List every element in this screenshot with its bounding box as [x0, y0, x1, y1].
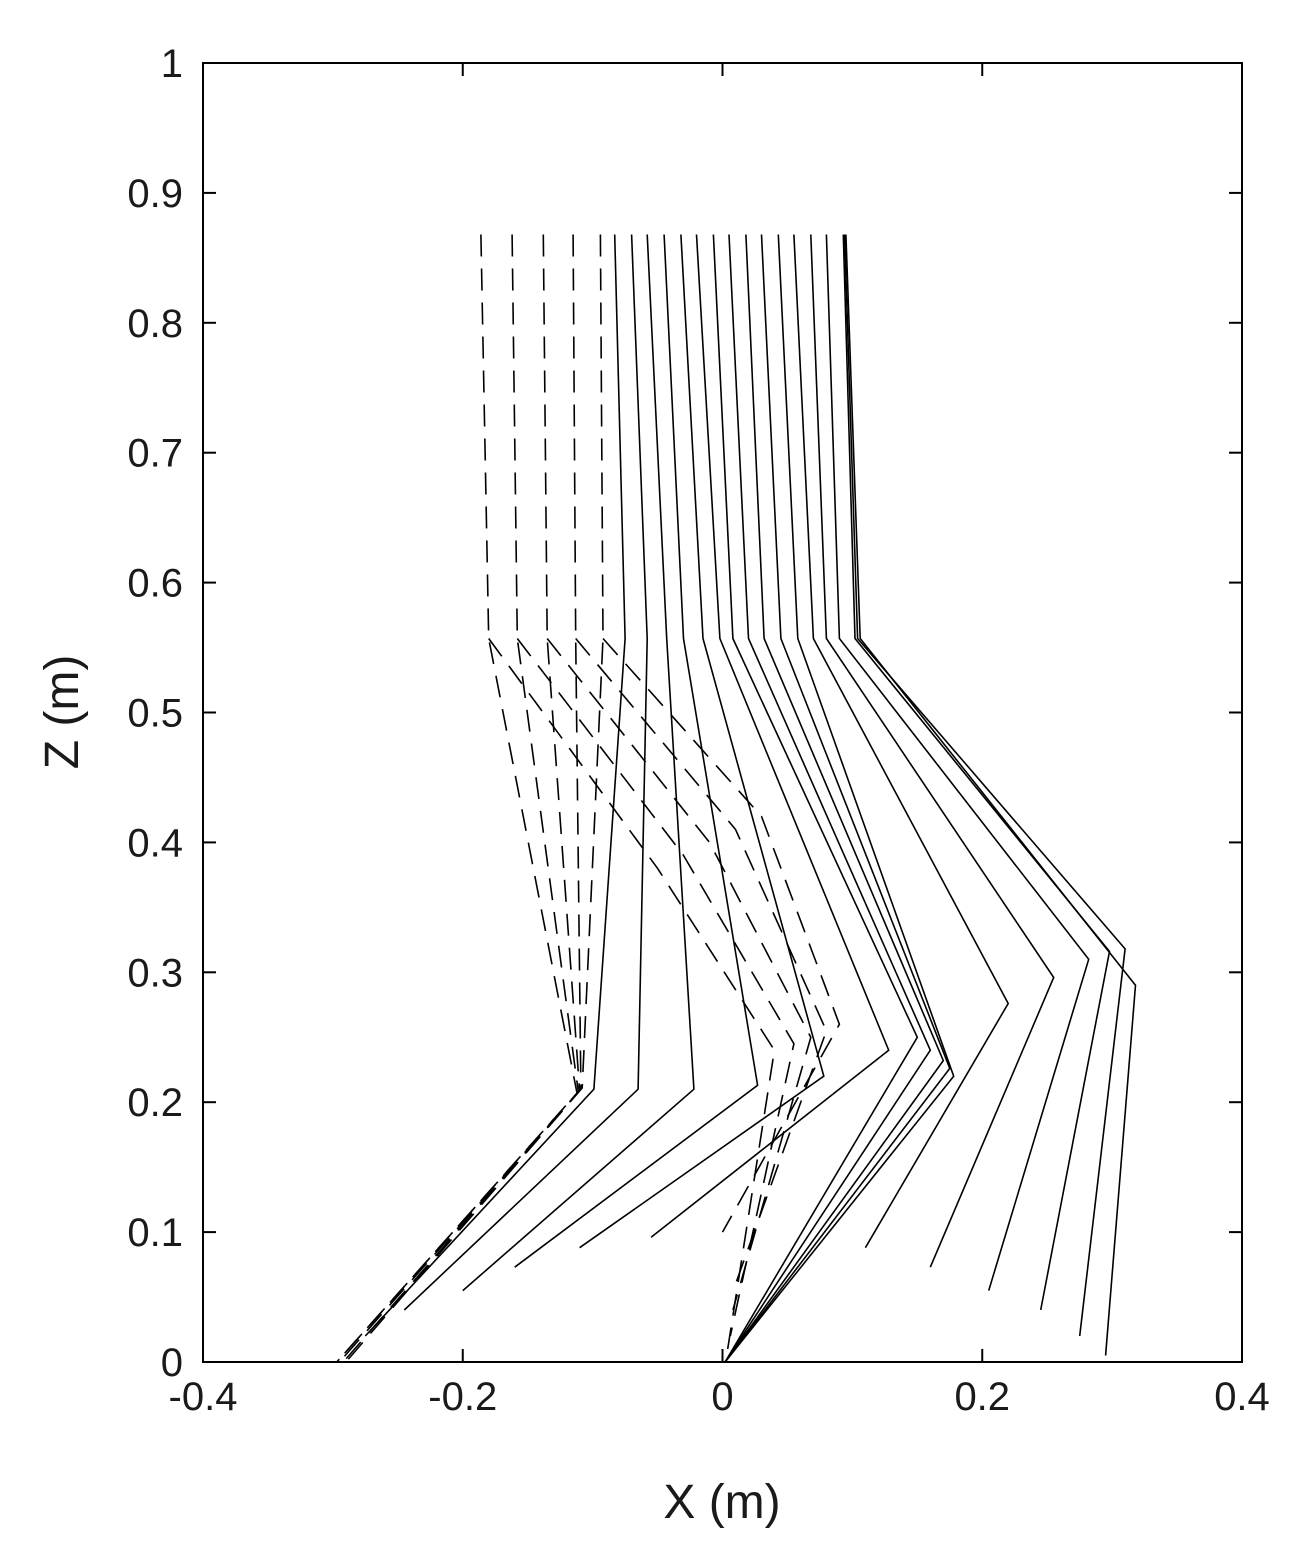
series-line-22	[793, 234, 1010, 1249]
y-tick-label: 1	[161, 42, 183, 86]
y-tick-label: 0.8	[127, 302, 183, 346]
x-tick-label: -0.4	[169, 1375, 238, 1419]
series-line-4	[342, 234, 582, 1363]
series-line-10	[602, 637, 841, 1233]
series-line-20	[724, 234, 951, 1363]
series-line-14	[514, 234, 759, 1268]
y-tick-label: 0.7	[127, 432, 183, 476]
series-line-6	[488, 638, 776, 1350]
series-line-24	[825, 234, 1090, 1291]
y-tick-label: 0.3	[127, 951, 183, 995]
series-line-12	[403, 234, 649, 1311]
series-line-27	[845, 234, 1137, 1356]
series-line-17	[712, 234, 919, 1363]
ticks-layer: -0.4 -0.2 0 0.2 0.4 0 0.1 0.2 0.3 0.4 0.5 0.6 0.7 0.8…	[127, 42, 1269, 1419]
x-tick-label: 0	[711, 1375, 733, 1419]
x-tick-label: 0.2	[954, 1375, 1010, 1419]
series-line-5	[345, 234, 604, 1363]
series-line-15	[579, 234, 825, 1249]
y-tick-label: 0.6	[127, 562, 183, 606]
x-axis-label: X (m)	[663, 1476, 780, 1529]
series-line-11	[364, 234, 626, 1337]
series-line-7	[516, 638, 795, 1337]
series-line-2	[336, 234, 580, 1363]
series-line-26	[843, 234, 1126, 1337]
y-tick-label: 0.9	[127, 172, 183, 216]
y-tick-label: 0	[161, 1341, 183, 1385]
y-axis-label: Z (m)	[36, 655, 89, 770]
series-line-25	[842, 234, 1111, 1311]
y-tick-label: 0.1	[127, 1211, 183, 1255]
series-layer	[336, 234, 1137, 1363]
series-line-23	[810, 234, 1055, 1268]
y-tick-label: 0.4	[127, 821, 183, 865]
series-line-21	[724, 234, 955, 1363]
x-tick-label: -0.2	[428, 1375, 497, 1419]
series-line-16	[650, 234, 890, 1238]
series-line-8	[546, 638, 812, 1311]
series-line-19	[724, 234, 945, 1363]
y-tick-label: 0.2	[127, 1081, 183, 1125]
series-line-13	[462, 234, 695, 1292]
x-tick-label: 0.4	[1214, 1375, 1270, 1419]
plot-area	[203, 63, 1242, 1362]
series-line-9	[575, 637, 828, 1285]
series-line-18	[724, 234, 932, 1363]
y-tick-label: 0.5	[127, 692, 183, 736]
series-line-3	[338, 234, 581, 1363]
